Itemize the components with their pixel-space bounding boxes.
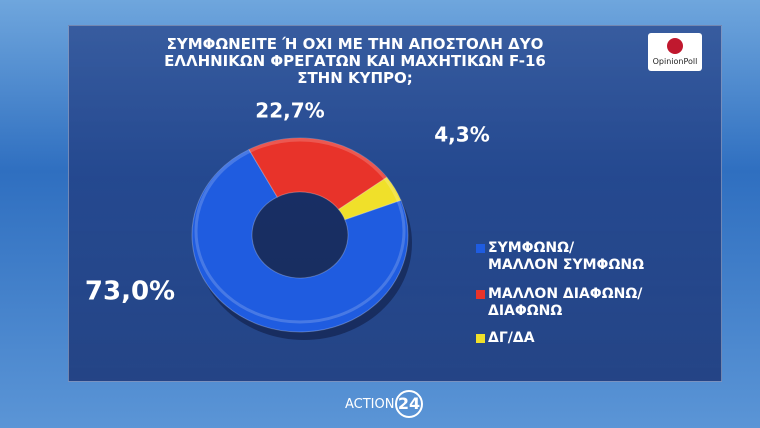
- legend-label: ΣΥΜΦΩΝΩ/ ΜΑΛΛΟΝ ΣΥΜΦΩΝΩ: [488, 240, 644, 273]
- chart-title: ΣΥΜΦΩΝΕΙΤΕ Ή ΟΧΙ ΜΕ ΤΗΝ ΑΠΟΣΤΟΛΗ ΔΥΟ ΕΛΛ…: [164, 35, 546, 87]
- legend-entry: ΔΓ/ΔΑ: [476, 330, 535, 347]
- channel-logo: ACTION: [345, 397, 395, 412]
- legend-entry: ΣΥΜΦΩΝΩ/ ΜΑΛΛΟΝ ΣΥΜΦΩΝΩ: [476, 240, 644, 274]
- donut-highlight: [194, 138, 406, 324]
- legend-swatch: [476, 290, 485, 299]
- legend-swatch: [476, 244, 485, 253]
- data-label: 4,3%: [434, 123, 489, 147]
- legend-label: ΜΑΛΛΟΝ ΔΙΑΦΩΝΩ/ ΔΙΑΦΩΝΩ: [488, 286, 643, 319]
- data-label: 73,0%: [85, 277, 175, 307]
- donut-segment: [248, 137, 388, 211]
- pollster-logo: OpinionPoll: [648, 33, 702, 71]
- legend-label: ΔΓ/ΔΑ: [488, 330, 535, 346]
- donut-segment: [191, 148, 409, 333]
- legend-entry: ΜΑΛΛΟΝ ΔΙΑΦΩΝΩ/ ΔΙΑΦΩΝΩ: [476, 286, 643, 320]
- donut-segment: [337, 176, 402, 221]
- channel-number: 24: [395, 390, 423, 418]
- data-label: 22,7%: [255, 99, 324, 123]
- legend-swatch: [476, 334, 485, 343]
